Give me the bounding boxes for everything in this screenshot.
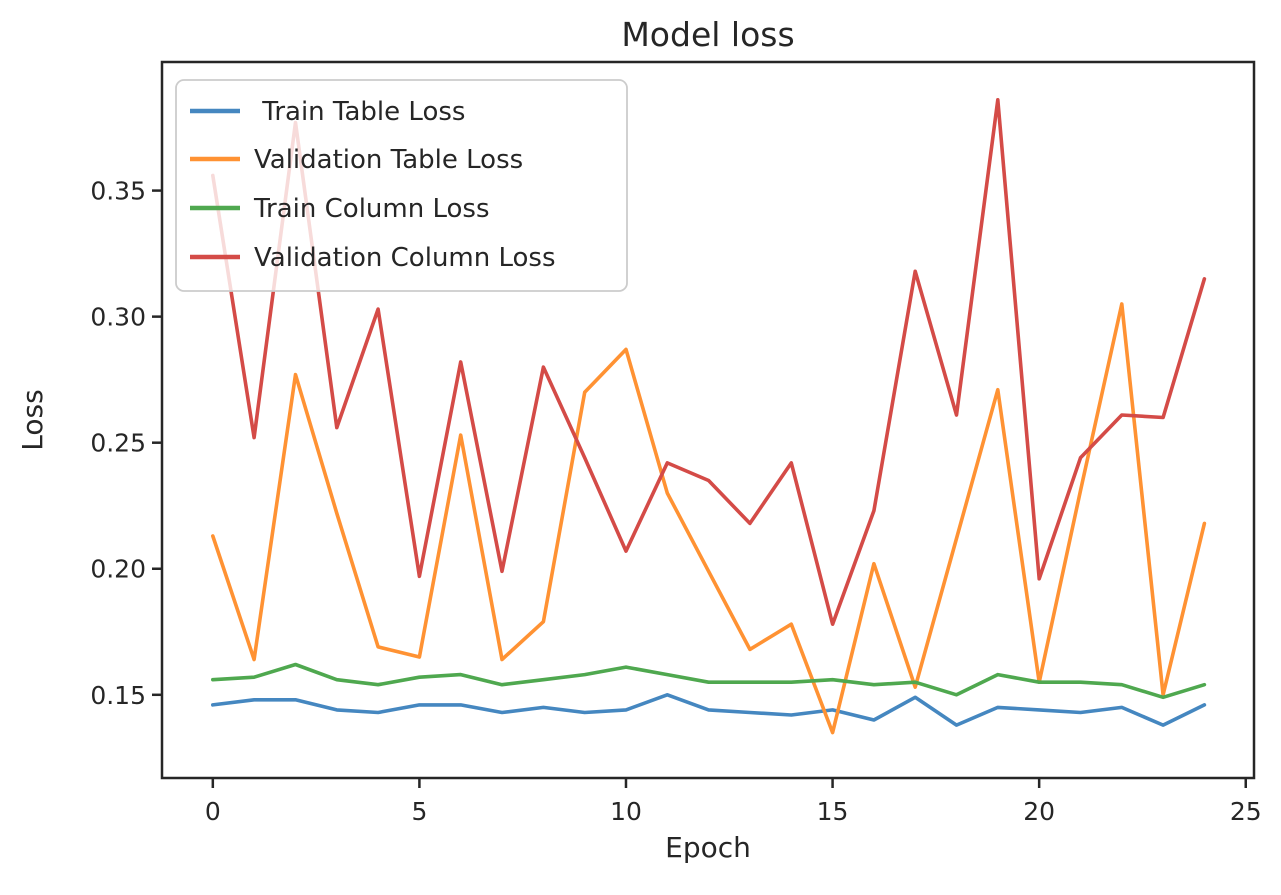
series-lines: [211, 98, 1207, 735]
y-tick-label: 0.20: [90, 555, 146, 584]
legend-box: [175, 79, 628, 292]
x-tick-label: 0: [205, 797, 221, 826]
series-line-validation-column-loss: [211, 98, 1207, 627]
legend: Train Table Loss Validation Table Loss T…: [175, 79, 628, 292]
x-axis-label: Epoch: [665, 831, 751, 864]
series-line-validation-table-loss: [211, 302, 1207, 735]
x-tick-label: 10: [610, 797, 642, 826]
legend-label-validation-column: Validation Column Loss: [254, 243, 556, 273]
legend-label-train-column: Train Column Loss: [253, 194, 490, 224]
legend-label-train-table: Train Table Loss: [254, 97, 465, 127]
series-line-train-column-loss: [211, 662, 1207, 700]
y-tick-label: 0.30: [90, 303, 146, 332]
x-tick-label: 15: [817, 797, 849, 826]
y-tick-label: 0.35: [90, 177, 146, 206]
x-tick-label: 5: [411, 797, 427, 826]
axes-spines: [160, 60, 1256, 780]
axis-ticks: 0 5 10 15 20 25 0.15 0.20 0.25 0.30 0.35: [90, 177, 1261, 826]
legend-label-validation-table: Validation Table Loss: [254, 145, 523, 175]
series-line-train-table-loss: [211, 692, 1207, 727]
x-tick-label: 20: [1023, 797, 1055, 826]
x-tick-label: 25: [1230, 797, 1262, 826]
y-tick-label: 0.25: [90, 429, 146, 458]
y-tick-label: 0.15: [90, 681, 146, 710]
y-axis-label: Loss: [16, 389, 49, 450]
chart-title: Model loss: [621, 15, 794, 54]
